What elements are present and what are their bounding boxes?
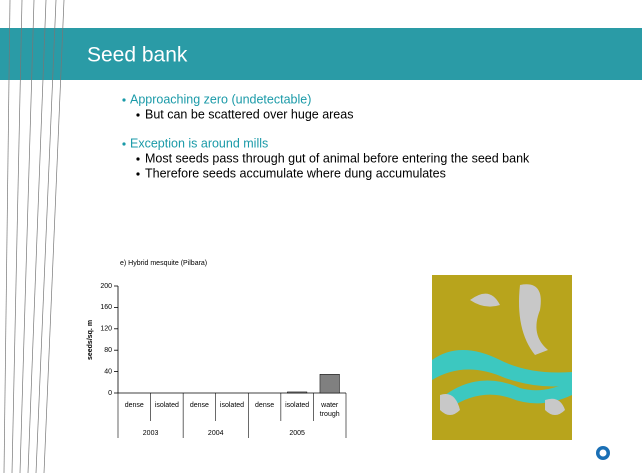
x-tick-label: dense <box>190 402 209 409</box>
x-tick-label: isolated <box>220 402 244 409</box>
map-image <box>432 275 572 440</box>
logo <box>596 446 610 460</box>
bullet: Approaching zero (undetectable) <box>130 92 311 106</box>
decor-lines <box>3 0 65 473</box>
sub-bullet: Therefore seeds accumulate where dung ac… <box>145 166 446 180</box>
bullet-dot <box>136 157 140 161</box>
y-tick-label: 120 <box>100 326 112 333</box>
group-label: 2005 <box>289 430 305 437</box>
bar <box>287 391 308 394</box>
x-tick-label: isolated <box>285 402 309 409</box>
bar <box>319 374 340 394</box>
y-tick-label: 200 <box>100 283 112 290</box>
bullet: Exception is around mills <box>130 136 268 150</box>
title-bar <box>0 28 642 80</box>
group-label: 2003 <box>143 430 159 437</box>
bullet-dot <box>136 113 140 117</box>
y-tick-label: 40 <box>104 368 112 375</box>
x-tick-label: dense <box>125 402 144 409</box>
bullets: Approaching zero (undetectable)But can b… <box>122 92 530 180</box>
bullet-dot <box>122 98 126 102</box>
x-tick-label: isolated <box>155 402 179 409</box>
y-tick-label: 0 <box>108 390 112 397</box>
y-tick-label: 80 <box>104 347 112 354</box>
sub-bullet: But can be scattered over huge areas <box>145 107 353 121</box>
sub-bullet: Most seeds pass through gut of animal be… <box>145 151 530 165</box>
bullet-dot <box>136 172 140 176</box>
x-tick-label: water trough <box>320 402 340 418</box>
y-axis-label: seeds/sq. m <box>87 320 94 360</box>
slide-title: Seed bank <box>87 44 188 67</box>
group-label: 2004 <box>208 430 224 437</box>
chart-title: e) Hybrid mesquite (Pilbara) <box>120 260 207 267</box>
bullet-dot <box>122 142 126 146</box>
y-tick-label: 160 <box>100 304 112 311</box>
x-tick-label: dense <box>255 402 274 409</box>
chart: 0 40 80 120 160 200 dense isolated dense isolated… <box>100 283 347 438</box>
